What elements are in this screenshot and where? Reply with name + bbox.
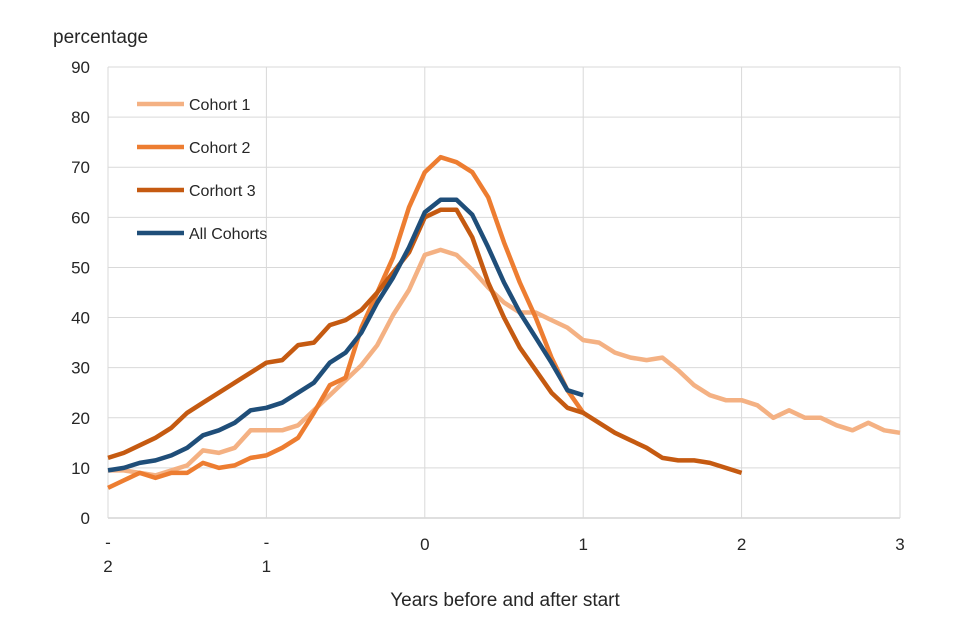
x-tick-label-line: 2 (737, 535, 746, 554)
series-line-1 (108, 247, 901, 478)
y-tick-label: 10 (71, 459, 90, 478)
x-tick-label-line: 1 (262, 557, 271, 576)
y-tick-label: 60 (71, 208, 90, 227)
y-tick-label: 30 (71, 359, 90, 378)
x-tick-label: 3 (895, 535, 904, 554)
y-tick-label: 80 (71, 108, 90, 127)
y-tick-label: 90 (71, 58, 90, 77)
x-axis-title: Years before and after start (390, 590, 620, 611)
y-tick-label: 40 (71, 309, 90, 328)
x-tick-label: 2 (737, 535, 746, 554)
y-tick-label: 70 (71, 158, 90, 177)
y-tick-label: 50 (71, 258, 90, 277)
x-tick-label-line: - (264, 533, 270, 552)
y-tick-label: 0 (81, 509, 90, 528)
legend-label-1: Cohort 1 (189, 97, 250, 114)
legend-label-3: Corhort 3 (189, 183, 256, 200)
x-tick-label: 1 (578, 535, 587, 554)
legend-label-4: All Cohorts (189, 226, 267, 243)
series-line-2 (107, 154, 586, 490)
x-tick-label: 0 (420, 535, 429, 554)
y-axis-title: percentage (53, 27, 148, 48)
x-tick-label: -2 (103, 533, 112, 576)
y-tick-label: 20 (71, 409, 90, 428)
legend: Cohort 1 Cohort 2 Corhort 3 All Cohorts (137, 97, 267, 243)
series-line-4 (107, 197, 584, 473)
series-lines (107, 154, 901, 490)
x-tick-label-line: 0 (420, 535, 429, 554)
x-tick-label-line: 1 (578, 535, 587, 554)
legend-label-2: Cohort 2 (189, 140, 250, 157)
x-tick-label-line: 2 (103, 557, 112, 576)
x-tick-label-line: - (105, 533, 111, 552)
x-tick-label: -1 (262, 533, 271, 576)
x-tick-label-line: 3 (895, 535, 904, 554)
